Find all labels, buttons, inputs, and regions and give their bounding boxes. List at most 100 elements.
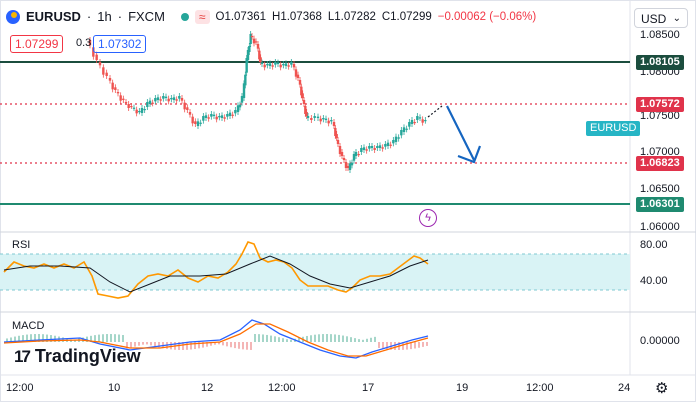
- candle-body: [116, 92, 120, 94]
- ohlc-high: H1.07368: [272, 10, 322, 23]
- candle-body: [292, 64, 296, 68]
- candle-body: [368, 146, 371, 149]
- candle-body: [259, 57, 262, 62]
- candle-body: [413, 122, 416, 124]
- macd-histogram-bar: [342, 335, 344, 342]
- macd-histogram-bar: [358, 339, 360, 342]
- candle-body: [218, 116, 221, 118]
- macd-histogram-bar: [86, 336, 88, 342]
- ohlc-low: L1.07282: [327, 10, 376, 23]
- candle-body: [305, 112, 308, 116]
- candle-body: [191, 116, 194, 124]
- candle-body: [111, 82, 114, 90]
- macd-histogram-bar: [98, 334, 100, 342]
- candle-body: [324, 118, 328, 120]
- macd-histogram-bar: [250, 342, 252, 350]
- candle-body: [244, 74, 247, 86]
- candle-body: [392, 140, 395, 144]
- macd-histogram-bar: [138, 342, 140, 346]
- macd-histogram-bar: [90, 335, 92, 342]
- price-tick: 1.07000: [640, 146, 680, 158]
- wave-icon[interactable]: ≈: [194, 9, 210, 24]
- ohlc-open: O1.07361: [215, 10, 267, 23]
- candle-body: [332, 122, 336, 126]
- macd-histogram-bar: [426, 342, 428, 346]
- buy-price-button[interactable]: 1.07302: [93, 35, 147, 53]
- candle-body: [172, 97, 176, 100]
- rsi-label[interactable]: RSI: [12, 239, 31, 251]
- macd-histogram-bar: [298, 337, 300, 342]
- candle-body: [263, 64, 266, 68]
- macd-histogram-bar: [34, 334, 36, 342]
- macd-histogram-bar: [402, 342, 404, 350]
- price-tick: 1.06500: [640, 183, 680, 195]
- currency-select[interactable]: USD ⌄: [634, 8, 688, 28]
- candle-body: [362, 147, 366, 150]
- macd-histogram-bar: [150, 342, 152, 346]
- candle-body: [228, 112, 232, 116]
- price-tick: 1.06000: [640, 221, 680, 233]
- candle-body: [135, 109, 138, 114]
- macd-histogram-bar: [130, 342, 132, 348]
- interval-separator: ·: [86, 9, 92, 24]
- macd-histogram-bar: [134, 342, 136, 347]
- macd-histogram-bar: [198, 342, 200, 349]
- macd-histogram-bar: [38, 334, 40, 342]
- candle-body: [256, 44, 260, 49]
- price-tick: 1.08500: [640, 29, 680, 41]
- macd-histogram-bar: [370, 337, 372, 342]
- macd-histogram-bar: [310, 335, 312, 342]
- time-tick: 17: [362, 382, 375, 394]
- candle-body: [319, 118, 322, 122]
- macd-histogram-bar: [354, 338, 356, 342]
- tradingview-logo[interactable]: 17 TradingView: [14, 346, 141, 367]
- macd-histogram-bar: [414, 342, 416, 349]
- macd-histogram-bar: [206, 342, 208, 347]
- macd-histogram-bar: [378, 342, 380, 348]
- candle-body: [266, 64, 269, 66]
- macd-histogram-bar: [22, 335, 24, 342]
- candle-body: [178, 96, 181, 99]
- macd-line: [3, 319, 429, 359]
- candle-body: [316, 116, 320, 118]
- candle-body: [336, 140, 340, 144]
- rsi-tick: 40.00: [640, 275, 668, 287]
- candle-body: [298, 80, 302, 85]
- macd-label[interactable]: MACD: [12, 320, 45, 332]
- candle-body: [236, 105, 240, 112]
- macd-histogram-bar: [42, 334, 44, 342]
- candle-body: [140, 108, 144, 113]
- candle-body: [119, 95, 122, 101]
- tradingview-wordmark: TradingView: [34, 346, 141, 366]
- lightning-event-icon[interactable]: ϟ: [419, 209, 437, 227]
- candle-body: [231, 114, 234, 116]
- macd-histogram-bar: [326, 334, 328, 342]
- candle-body: [223, 117, 226, 119]
- candle-body: [300, 86, 303, 96]
- macd-histogram-bar: [214, 342, 216, 345]
- signal-line: [3, 323, 429, 357]
- macd-histogram-bar: [142, 342, 144, 345]
- candle-body: [271, 65, 274, 67]
- gear-icon[interactable]: ⚙: [655, 380, 669, 397]
- chevron-down-icon: ⌄: [672, 13, 681, 24]
- interval[interactable]: 1h: [97, 9, 112, 24]
- candle-body: [220, 115, 224, 118]
- exchange: FXCM: [128, 9, 165, 24]
- macd-histogram-bar: [122, 335, 124, 342]
- sell-price-button[interactable]: 1.07299: [10, 35, 64, 53]
- candle-body: [151, 102, 154, 104]
- spread-value: 0.3: [76, 37, 92, 49]
- forecast-arrow[interactable]: [446, 105, 482, 164]
- macd-histogram-bar: [46, 334, 48, 342]
- price-tick: 1.07500: [640, 110, 680, 122]
- candle-body: [148, 100, 152, 104]
- candle-body: [386, 142, 390, 146]
- candle-body: [282, 64, 285, 66]
- symbol-name[interactable]: EURUSD: [26, 9, 81, 24]
- candle-body: [254, 41, 258, 43]
- candle-body: [146, 102, 149, 107]
- candle-body: [350, 162, 354, 166]
